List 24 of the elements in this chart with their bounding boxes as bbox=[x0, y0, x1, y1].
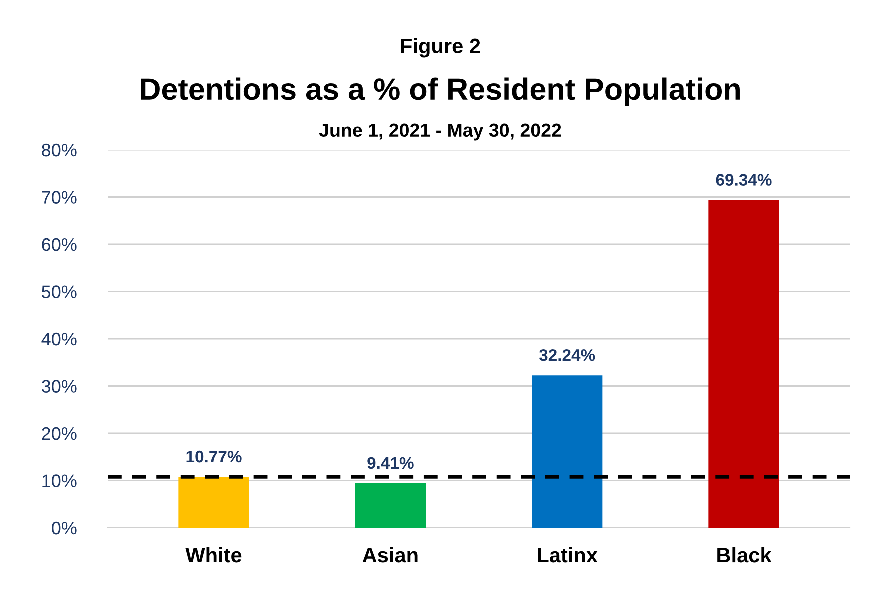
y-tick-label: 30% bbox=[42, 380, 77, 393]
y-tick-label: 40% bbox=[42, 332, 77, 346]
y-tick-label: 60% bbox=[42, 238, 77, 252]
y-tick-label: 10% bbox=[42, 474, 77, 488]
data-label: 10.77% bbox=[186, 450, 242, 463]
bar bbox=[355, 484, 426, 528]
data-label: 9.41% bbox=[368, 457, 414, 470]
y-tick-label: 20% bbox=[42, 427, 77, 440]
y-tick-label: 50% bbox=[42, 286, 77, 298]
bar bbox=[532, 376, 603, 528]
y-tick-label: 70% bbox=[42, 191, 77, 204]
chart-title: Detentions as a % of Resident Population bbox=[141, 78, 740, 106]
bar bbox=[178, 477, 250, 528]
x-tick-label: White bbox=[186, 547, 242, 563]
y-tick-label: 80% bbox=[42, 144, 77, 157]
caption: Figure 2 bbox=[401, 38, 480, 58]
x-tick-label: Latinx bbox=[538, 547, 598, 563]
bar bbox=[708, 200, 780, 528]
y-tick-label: 0% bbox=[52, 522, 77, 535]
chart-subtitle: June 1, 2021 - May 30, 2022 bbox=[319, 124, 562, 141]
data-label: 32.24% bbox=[539, 349, 596, 362]
x-tick-label: Black bbox=[718, 547, 772, 563]
x-tick-label: Asian bbox=[362, 547, 418, 563]
data-label: 69.34% bbox=[716, 174, 772, 186]
